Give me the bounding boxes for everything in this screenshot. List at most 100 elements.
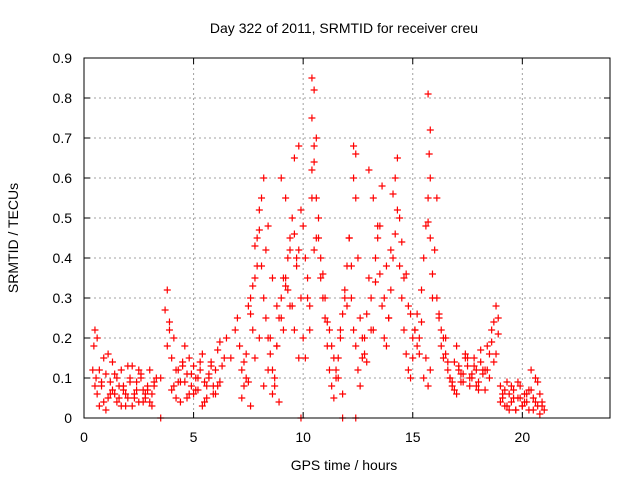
data-point <box>538 402 546 410</box>
data-point <box>466 382 474 390</box>
data-point <box>255 334 263 342</box>
data-point <box>521 398 529 406</box>
data-point <box>435 310 443 318</box>
data-point <box>420 374 428 382</box>
data-point <box>108 358 116 366</box>
data-point <box>312 234 320 242</box>
data-point <box>111 370 119 378</box>
data-point <box>148 390 156 398</box>
data-point <box>334 374 342 382</box>
data-point <box>516 382 524 390</box>
data-point <box>251 242 259 250</box>
data-point <box>332 366 340 374</box>
data-point <box>196 358 204 366</box>
data-point <box>233 314 241 322</box>
data-point <box>207 362 215 370</box>
data-point <box>426 126 434 134</box>
data-point <box>299 334 307 342</box>
data-point <box>242 350 250 358</box>
data-point <box>363 358 371 366</box>
data-point <box>130 394 138 402</box>
data-point <box>453 342 461 350</box>
data-point <box>479 366 487 374</box>
data-point <box>490 358 498 366</box>
data-point <box>464 362 472 370</box>
data-point <box>255 226 263 234</box>
data-point <box>277 314 285 322</box>
data-point <box>218 362 226 370</box>
data-point <box>251 274 259 282</box>
data-point <box>516 394 524 402</box>
data-point <box>113 374 121 382</box>
data-point <box>216 338 224 346</box>
data-point <box>277 174 285 182</box>
data-point <box>389 254 397 262</box>
data-point <box>431 246 439 254</box>
x-tick-label: 0 <box>80 429 88 445</box>
data-point <box>472 366 480 374</box>
data-point <box>470 354 478 362</box>
data-point <box>382 262 390 270</box>
x-tick-label: 20 <box>515 429 531 445</box>
data-point <box>415 350 423 358</box>
data-point <box>124 362 132 370</box>
data-point <box>477 358 485 366</box>
data-point <box>492 302 500 310</box>
data-point <box>91 382 99 390</box>
data-point <box>249 282 257 290</box>
data-point <box>507 382 515 390</box>
data-point <box>507 398 515 406</box>
data-point <box>174 378 182 386</box>
data-point <box>284 286 292 294</box>
data-point <box>413 310 421 318</box>
data-point <box>271 374 279 382</box>
data-point <box>293 254 301 262</box>
data-point <box>374 234 382 242</box>
data-point <box>185 354 193 362</box>
data-point <box>396 262 404 270</box>
data-point <box>477 346 485 354</box>
data-point <box>437 326 445 334</box>
data-point <box>422 222 430 230</box>
data-point <box>172 394 180 402</box>
data-point <box>448 378 456 386</box>
x-tick-label: 15 <box>405 429 421 445</box>
data-point <box>113 398 121 406</box>
data-point <box>93 390 101 398</box>
data-point <box>299 222 307 230</box>
data-point <box>496 382 504 390</box>
data-point <box>144 386 152 394</box>
data-point <box>439 334 447 342</box>
data-point <box>483 342 491 350</box>
data-point <box>290 230 298 238</box>
data-point <box>376 270 384 278</box>
data-point <box>494 314 502 322</box>
data-point <box>503 402 511 410</box>
data-point <box>198 350 206 358</box>
data-point <box>336 326 344 334</box>
data-point <box>240 382 248 390</box>
data-point <box>352 194 360 202</box>
data-point <box>418 318 426 326</box>
data-point <box>117 366 125 374</box>
data-point <box>527 366 535 374</box>
data-point <box>308 166 316 174</box>
data-point <box>304 274 312 282</box>
data-point <box>380 294 388 302</box>
data-point <box>411 326 419 334</box>
data-point <box>282 282 290 290</box>
data-point <box>236 342 244 350</box>
data-point <box>402 270 410 278</box>
data-point <box>317 254 325 262</box>
data-point <box>470 362 478 370</box>
data-point <box>426 366 434 374</box>
data-point <box>404 366 412 374</box>
data-point <box>485 374 493 382</box>
data-point <box>350 326 358 334</box>
data-point <box>424 218 432 226</box>
data-point <box>122 390 130 398</box>
data-point <box>201 378 209 386</box>
data-point <box>433 194 441 202</box>
data-point <box>95 402 103 410</box>
data-point <box>387 246 395 254</box>
